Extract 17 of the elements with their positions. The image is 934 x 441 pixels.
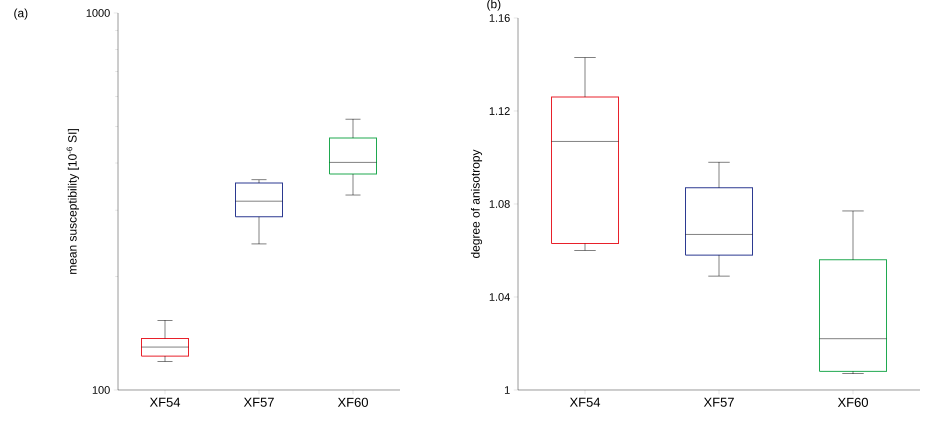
x-tick-label: XF57 [704, 398, 734, 407]
x-tick-label: XF60 [338, 398, 368, 407]
chart-title: (b) [487, 0, 500, 11]
y-tick-label: 1.16 [490, 14, 510, 22]
y-tick-label: 100 [92, 386, 110, 394]
y-tick-label: 1.12 [490, 107, 510, 115]
text: (a) [14, 8, 28, 20]
y-axis-title: mean susceptibility [10$^{-6}$ SI] [66, 129, 80, 274]
x-tick-label: XF60 [838, 398, 868, 407]
x-tick-label: XF54 [150, 398, 180, 407]
x-tick-label: XF54 [570, 398, 600, 407]
y-axis-title: degree of anisotropy [470, 150, 482, 258]
y-tick-label: 1.08 [490, 200, 510, 208]
y-tick-label: 1.04 [490, 293, 510, 301]
y-tick-label: 1 [504, 386, 510, 394]
y-tick-label: 1000 [86, 9, 110, 17]
x-tick-label: XF57 [244, 398, 274, 407]
